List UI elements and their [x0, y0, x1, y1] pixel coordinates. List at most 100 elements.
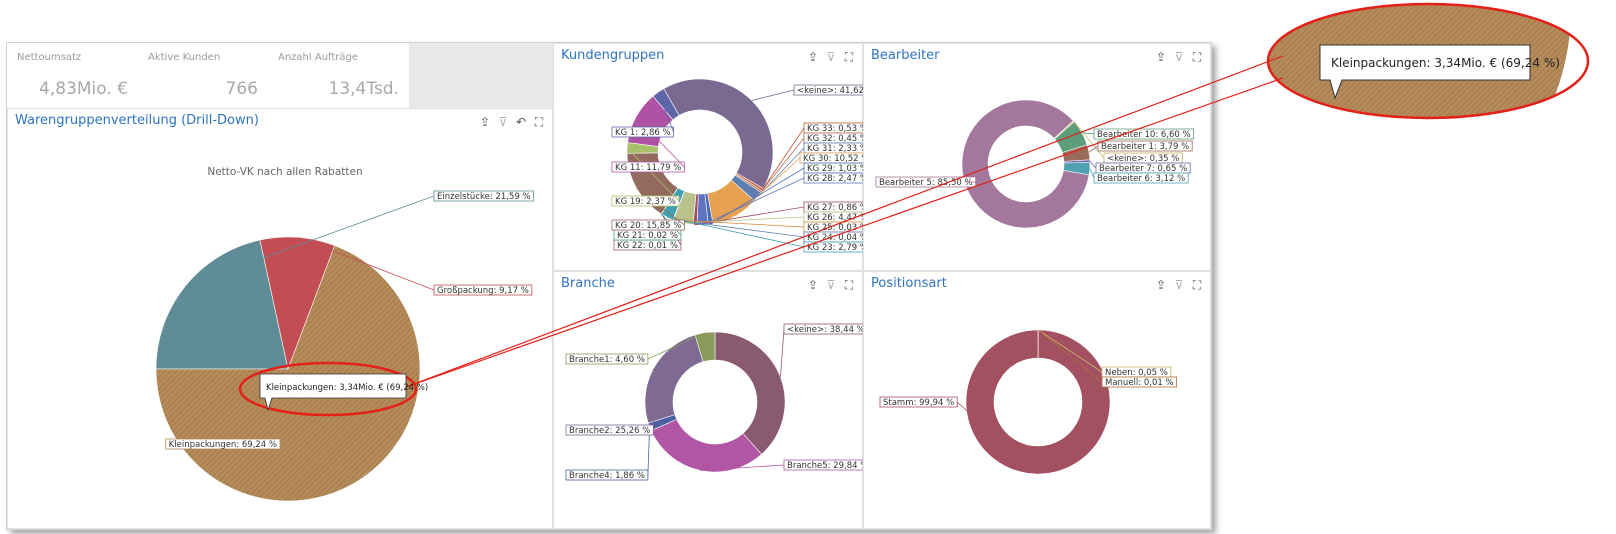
- svg-text:Bearbeiter 10: 6,60 %: Bearbeiter 10: 6,60 %: [1097, 130, 1191, 140]
- data-label-einzelst-cke-21-59: Einzelstücke: 21,59 %: [433, 190, 534, 202]
- svg-text:KG 33: 0,53 %: KG 33: 0,53 %: [807, 124, 864, 134]
- svg-text:KG 28: 2,47 %: KG 28: 2,47 %: [807, 174, 864, 184]
- leader-line: [1089, 160, 1097, 169]
- leader-line: [279, 443, 364, 478]
- data-label-kg-25-0-03: KG 25: 0,03 %: [803, 221, 864, 233]
- svg-text:Manuell: 0,01 %: Manuell: 0,01 %: [1105, 378, 1174, 388]
- kpi-card-anzahl-auftraege[interactable]: Anzahl Aufträge 13,4Tsd.: [268, 43, 410, 108]
- kpi-card-aktive-kunden[interactable]: Aktive Kunden 766: [138, 43, 269, 108]
- data-label-kg-19-2-37: KG 19: 2,37 %: [611, 195, 680, 207]
- svg-text:KG 22: 0,01 %: KG 22: 0,01 %: [617, 241, 678, 251]
- svg-text:<keine>: 0,35 %: <keine>: 0,35 %: [1107, 154, 1179, 164]
- kpi-label: Anzahl Aufträge: [278, 52, 359, 63]
- svg-text:<keine>: 38,44 %: <keine>: 38,44 %: [787, 325, 864, 335]
- svg-text:Bearbeiter 5: 85,50 %: Bearbeiter 5: 85,50 %: [879, 178, 973, 188]
- data-label-branche5-29-84: Branche5: 29,84 %: [783, 459, 864, 471]
- pie-slice-branche2-25-26[interactable]: [644, 334, 704, 424]
- panel-kundengruppen: Kundengruppen ⇪⊽⛶ <keine>: 41,62 %KG 33:…: [553, 43, 864, 271]
- data-label-gro-packung-9-17: Großpackung: 9,17 %: [433, 284, 533, 296]
- chart-warengruppen: Netto-VK nach allen Rabatten Einzelstücke…: [155, 166, 534, 502]
- data-label-kg-33-0-53: KG 33: 0,53 %: [803, 122, 864, 134]
- data-label-kg-28-2-47: KG 28: 2,47 %: [803, 172, 864, 184]
- svg-text:KG 1: 2,86 %: KG 1: 2,86 %: [615, 128, 671, 138]
- panel-branche: Branche ⇪ ⊽ ⛶ <keine>: 38,44 % Branche5: 29…: [553, 271, 864, 529]
- svg-text:Einzelstücke: 21,59 %: Einzelstücke: 21,59 %: [437, 192, 531, 202]
- data-label-kg-23-2-79: KG 23: 2,79 %: [803, 241, 864, 253]
- data-label-kleinpackungen-69-24: Kleinpackungen: 69,24 %: [165, 438, 281, 450]
- svg-text:Neben: 0,05 %: Neben: 0,05 %: [1105, 368, 1168, 378]
- svg-text:Branche2: 25,26 %: Branche2: 25,26 %: [569, 426, 650, 436]
- data-label-kg-32-0-45: KG 32: 0,45 %: [803, 132, 864, 144]
- data-label-kg-24-0-04: KG 24: 0,04 %: [803, 231, 864, 243]
- chart-positionsart: Neben: 0,05 %Manuell: 0,01 % Stamm: 99,94…: [879, 329, 1177, 475]
- tooltip-zoom-text: Kleinpackungen: 3,34Mio. € (69,24 %): [1331, 56, 1560, 70]
- data-label-keine-41-62: <keine>: 41,62 %: [793, 84, 864, 96]
- svg-text:KG 24: 0,04 %: KG 24: 0,04 %: [807, 233, 864, 243]
- data-label-neben-0-05: Neben: 0,05 %: [1101, 366, 1172, 378]
- pie-slice-branche5-29-84[interactable]: [650, 418, 762, 473]
- svg-text:KG 11: 11,79 %: KG 11: 11,79 %: [615, 163, 681, 173]
- data-label-kg-27-0-86: KG 27: 0,86 %: [803, 201, 864, 213]
- kpi-value: 13,4Tsd.: [328, 79, 399, 99]
- data-label-kg-1-2-86: KG 1: 2,86 %: [611, 126, 674, 138]
- data-label-keine-38-44: <keine>: 38,44 %: [783, 323, 864, 335]
- data-label-kg-26-4-47: KG 26: 4,47 %: [803, 211, 864, 223]
- svg-text:Stamm: 99,94 %: Stamm: 99,94 %: [883, 398, 954, 408]
- tooltip-zoom: Kleinpackungen: 3,34Mio. € (69,24 %): [1319, 44, 1560, 100]
- data-label-kg-30-10-52: KG 30: 10,52 %: [799, 152, 864, 164]
- data-label-bearbeiter-6-3-12: Bearbeiter 6: 3,12 %: [1093, 172, 1189, 184]
- data-label-branche4-1-86: Branche4: 1,86 %: [565, 469, 649, 481]
- chart-kundengruppen: <keine>: 41,62 % KG 33: 0,53 %KG 32: 0,45…: [611, 78, 864, 253]
- data-label-kg-22-0-01: KG 22: 0,01 %: [613, 239, 682, 251]
- leader-line: [185, 195, 435, 287]
- svg-text:Kleinpackungen: 69,24 %: Kleinpackungen: 69,24 %: [169, 440, 277, 450]
- panel-positionsart: Positionsart ⇪ ⊽ ⛶ Neben: 0,05 % Manuell: 0…: [863, 271, 1211, 529]
- chart-subtitle: Netto-VK nach allen Rabatten: [207, 166, 362, 178]
- panel-title: Warengruppenverteilung (Drill-Down): [15, 113, 259, 128]
- data-label-kg-11-11-79: KG 11: 11,79 %: [611, 161, 685, 173]
- data-label-bearbeiter-5-85-50: Bearbeiter 5: 85,50 %: [875, 176, 977, 188]
- kpi-label: Aktive Kunden: [148, 52, 221, 63]
- data-label-kg-21-0-02: KG 21: 0,02 %: [613, 229, 682, 241]
- svg-text:KG 32: 0,45 %: KG 32: 0,45 %: [807, 134, 864, 144]
- svg-text:Branche4: 1,86 %: Branche4: 1,86 %: [569, 471, 645, 481]
- data-label-bearbeiter-7-0-65: Bearbeiter 7: 0,65 %: [1095, 162, 1191, 174]
- svg-text:KG 27: 0,86 %: KG 27: 0,86 %: [807, 203, 864, 213]
- pie-slice-stamm-99-94[interactable]: [965, 329, 1111, 475]
- kpi-value: 766: [225, 79, 258, 99]
- leader-line: [751, 89, 795, 101]
- leader-line: [667, 216, 805, 248]
- data-label-kg-20-15-85: KG 20: 15,85 %: [611, 219, 685, 231]
- svg-text:KG 21: 0,02 %: KG 21: 0,02 %: [617, 231, 678, 241]
- svg-text:KG 23: 2,79 %: KG 23: 2,79 %: [807, 243, 864, 253]
- kpi-label: Nettoumsatz: [17, 52, 82, 63]
- chart-branche: <keine>: 38,44 % Branche5: 29,84 % Branche…: [565, 323, 864, 481]
- chart-bearbeiter: <keine>: 0,35 % Bearbeiter 10: 6,60 % Bear…: [875, 99, 1195, 229]
- svg-text:Bearbeiter 7: 0,65 %: Bearbeiter 7: 0,65 %: [1099, 164, 1187, 174]
- svg-text:Großpackung: 9,17 %: Großpackung: 9,17 %: [437, 286, 529, 296]
- leader-line: [1089, 168, 1095, 179]
- leader-line: [700, 464, 785, 471]
- svg-text:Branche5: 29,84 %: Branche5: 29,84 %: [787, 461, 864, 471]
- svg-text:KG 30: 10,52 %: KG 30: 10,52 %: [803, 154, 864, 164]
- panel-bearbeiter: Bearbeiter ⇪ ⊽ ⛶ <keine>: 0,35 % Bearbeiter…: [863, 43, 1211, 271]
- dashboard: Nettoumsatz 4,83Mio. € Aktive Kunden 766…: [6, 42, 1212, 530]
- data-label-keine-0-35: <keine>: 0,35 %: [1103, 152, 1183, 164]
- kpi-card-nettoumsatz[interactable]: Nettoumsatz 4,83Mio. €: [7, 43, 139, 108]
- data-label-kg-31-2-33: KG 31: 2,33 %: [803, 142, 864, 154]
- kpi-empty-slot: [409, 43, 573, 108]
- svg-text:KG 31: 2,33 %: KG 31: 2,33 %: [807, 144, 864, 154]
- pie-slice-keine-38-44[interactable]: [714, 331, 786, 455]
- svg-text:Bearbeiter 6: 3,12 %: Bearbeiter 6: 3,12 %: [1097, 174, 1185, 184]
- svg-text:Branche1: 4,60 %: Branche1: 4,60 %: [569, 355, 645, 365]
- data-label-branche2-25-26: Branche2: 25,26 %: [565, 424, 654, 436]
- data-label-stamm-99-94: Stamm: 99,94 %: [879, 396, 958, 408]
- leader-line: [956, 401, 1039, 475]
- svg-text:<keine>: 41,62 %: <keine>: 41,62 %: [797, 86, 864, 96]
- svg-text:KG 26: 4,47 %: KG 26: 4,47 %: [807, 213, 864, 223]
- svg-text:KG 29: 1,03 %: KG 29: 1,03 %: [807, 164, 864, 174]
- zoom-callout-fill: [1268, 4, 1588, 118]
- svg-text:Bearbeiter 1: 3,79 %: Bearbeiter 1: 3,79 %: [1101, 142, 1189, 152]
- data-label-manuell-0-01: Manuell: 0,01 %: [1101, 376, 1177, 388]
- leader-line: [780, 328, 785, 378]
